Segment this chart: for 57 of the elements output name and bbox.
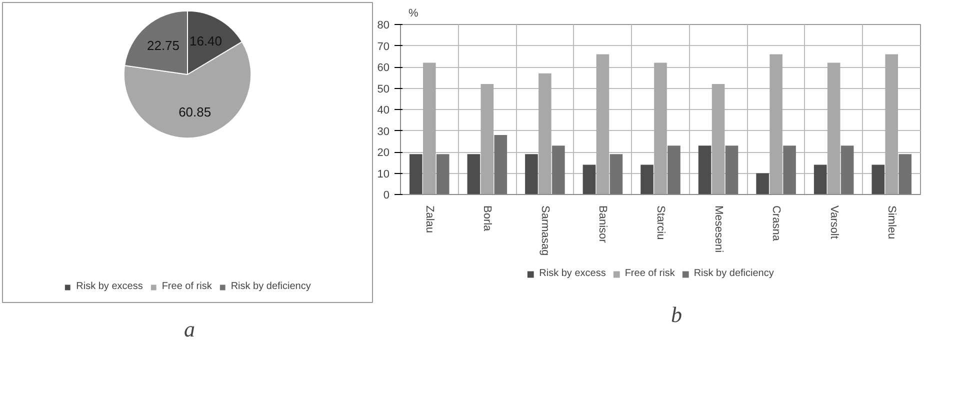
legend-label: Free of risk bbox=[624, 268, 675, 279]
bar bbox=[610, 154, 623, 194]
legend-label: Risk by excess bbox=[539, 268, 606, 279]
bar bbox=[885, 54, 898, 194]
x-tick-label: Sarmasag bbox=[538, 206, 551, 256]
text: b bbox=[671, 302, 682, 328]
bar bbox=[480, 84, 494, 194]
bar bbox=[538, 73, 552, 194]
x-tick-label: Starciu bbox=[654, 206, 666, 240]
x-tick-label: Simleu bbox=[886, 206, 898, 240]
bar bbox=[410, 154, 422, 194]
y-tick-label: 0 bbox=[383, 190, 390, 202]
bar bbox=[552, 146, 565, 194]
y-tick-label: 60 bbox=[377, 62, 390, 74]
bar bbox=[494, 135, 508, 194]
y-tick-label: 20 bbox=[377, 147, 390, 159]
bar bbox=[640, 164, 654, 194]
y-tick-label: 30 bbox=[377, 126, 390, 138]
bar bbox=[436, 154, 450, 194]
data-label: 22.75 bbox=[146, 38, 180, 53]
y-tick-label: 80 bbox=[377, 20, 390, 32]
legend-label: Free of risk bbox=[162, 281, 212, 292]
data-label: 16.40 bbox=[189, 34, 222, 49]
bar bbox=[596, 54, 610, 194]
legend-label: Risk by excess bbox=[76, 281, 143, 292]
bar bbox=[783, 146, 796, 194]
y-tick-label: 40 bbox=[377, 104, 390, 116]
x-tick-label: Banisor bbox=[596, 206, 609, 244]
y-tick-label: 70 bbox=[377, 40, 390, 53]
text: a bbox=[184, 316, 195, 342]
bar bbox=[712, 84, 725, 194]
x-tick-label: Borla bbox=[481, 206, 494, 232]
y-axis-title: % bbox=[408, 8, 418, 20]
bar bbox=[422, 62, 436, 194]
bar bbox=[467, 154, 480, 194]
x-tick-label: Meseseni bbox=[712, 206, 724, 253]
bar bbox=[840, 146, 854, 194]
bar bbox=[770, 54, 782, 194]
bar bbox=[756, 173, 769, 194]
bar bbox=[698, 146, 712, 194]
bar bbox=[668, 146, 680, 194]
bar bbox=[525, 154, 538, 194]
bar bbox=[827, 62, 840, 194]
bar bbox=[872, 164, 885, 194]
y-tick-label: 10 bbox=[377, 168, 390, 180]
bar bbox=[582, 164, 596, 194]
legend-label: Risk by deficiency bbox=[230, 281, 311, 292]
bar bbox=[898, 154, 912, 194]
y-tick-label: 50 bbox=[377, 83, 390, 96]
bar bbox=[725, 146, 738, 194]
x-tick-label: Zalau bbox=[423, 206, 436, 234]
bar bbox=[814, 164, 827, 194]
bar bbox=[654, 62, 667, 194]
x-tick-label: Varsolt bbox=[828, 206, 840, 239]
data-label: 60.85 bbox=[178, 104, 212, 120]
x-tick-label: Crasna bbox=[770, 206, 782, 242]
legend-label: Risk by deficiency bbox=[694, 268, 774, 279]
